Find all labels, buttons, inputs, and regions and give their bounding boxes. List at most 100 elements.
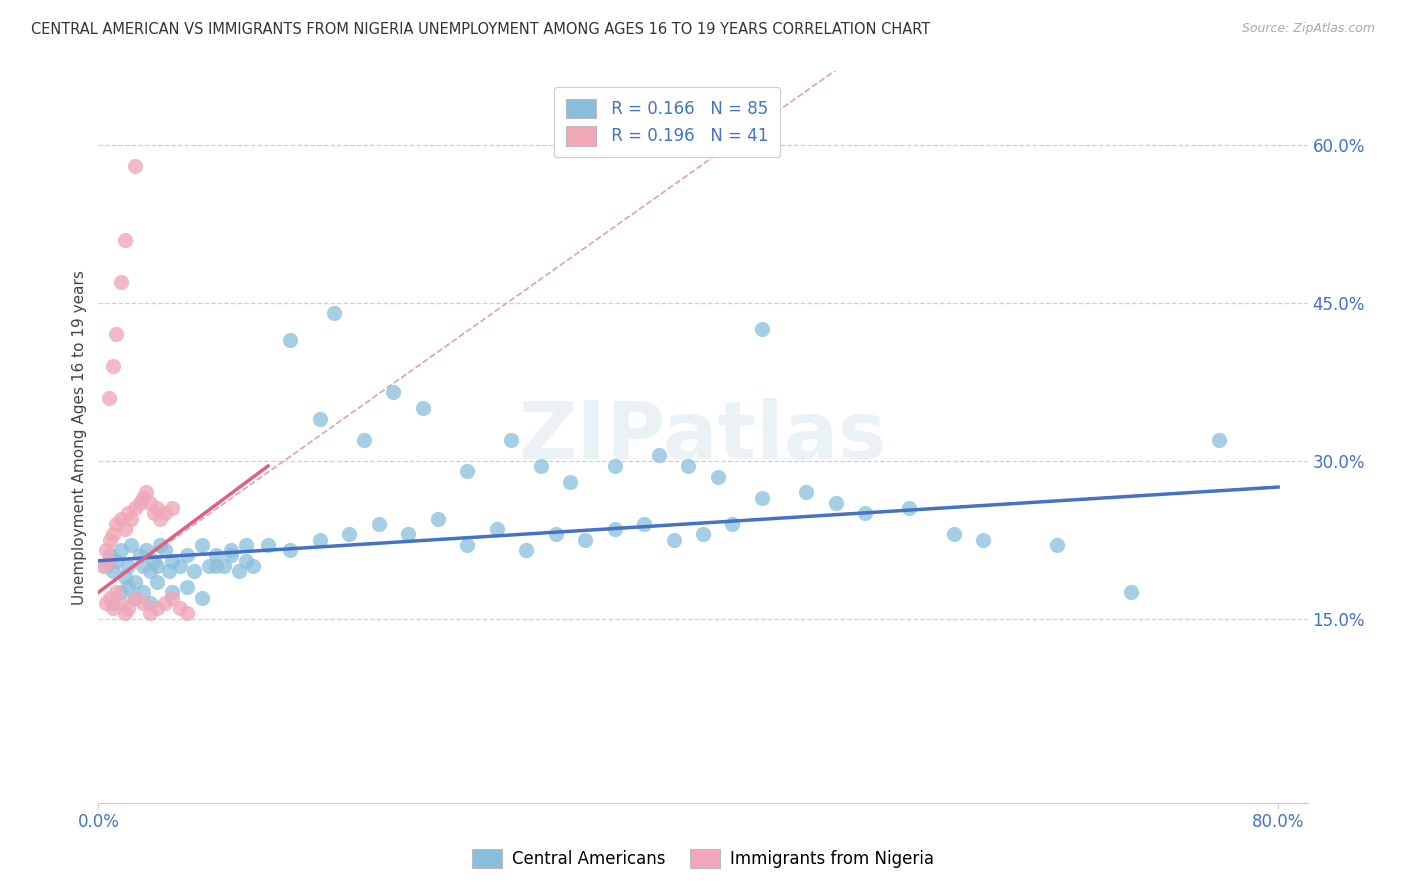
Point: [337, 527, 360, 541]
Point: [143, 554, 166, 568]
Point: [101, 596, 124, 610]
Point: [853, 507, 876, 521]
Point: [160, 501, 183, 516]
Point: [131, 585, 153, 599]
Point: [153, 507, 176, 521]
Point: [219, 543, 242, 558]
Point: [157, 564, 180, 578]
Point: [105, 554, 128, 568]
Point: [648, 449, 671, 463]
Point: [662, 533, 685, 547]
Point: [367, 516, 389, 531]
Point: [382, 385, 405, 400]
Point: [146, 601, 169, 615]
Text: ZIPatlas: ZIPatlas: [519, 398, 887, 476]
Point: [824, 496, 846, 510]
Point: [176, 607, 198, 621]
Point: [794, 485, 817, 500]
Point: [110, 543, 132, 558]
Point: [515, 543, 537, 558]
Point: [278, 543, 301, 558]
Point: [105, 585, 128, 599]
Point: [190, 591, 212, 605]
Point: [544, 527, 567, 541]
Point: [110, 511, 132, 525]
Point: [110, 275, 132, 289]
Point: [97, 391, 120, 405]
Point: [412, 401, 434, 416]
Point: [603, 458, 626, 473]
Point: [205, 559, 228, 574]
Point: [124, 159, 146, 173]
Point: [124, 501, 146, 516]
Point: [139, 607, 162, 621]
Point: [153, 543, 176, 558]
Point: [1119, 585, 1142, 599]
Point: [105, 516, 128, 531]
Point: [972, 533, 994, 547]
Point: [139, 564, 162, 578]
Legend: Central Americans, Immigrants from Nigeria: Central Americans, Immigrants from Niger…: [465, 842, 941, 875]
Point: [235, 554, 257, 568]
Point: [124, 574, 146, 589]
Point: [706, 469, 728, 483]
Point: [128, 549, 150, 563]
Point: [98, 549, 121, 563]
Point: [97, 554, 120, 568]
Point: [149, 538, 172, 552]
Point: [135, 543, 157, 558]
Point: [183, 564, 205, 578]
Point: [128, 496, 150, 510]
Point: [198, 559, 221, 574]
Point: [257, 538, 280, 552]
Point: [235, 538, 257, 552]
Point: [678, 458, 700, 473]
Point: [124, 591, 146, 605]
Point: [117, 601, 139, 615]
Point: [308, 533, 330, 547]
Point: [135, 485, 157, 500]
Point: [146, 574, 169, 589]
Point: [98, 533, 121, 547]
Point: [131, 596, 153, 610]
Point: [212, 559, 235, 574]
Point: [205, 549, 228, 563]
Point: [94, 543, 117, 558]
Y-axis label: Unemployment Among Ages 16 to 19 years: Unemployment Among Ages 16 to 19 years: [72, 269, 87, 605]
Point: [131, 491, 153, 505]
Point: [117, 580, 139, 594]
Point: [176, 580, 198, 594]
Point: [692, 527, 714, 541]
Point: [751, 322, 773, 336]
Point: [146, 501, 169, 516]
Point: [530, 458, 553, 473]
Point: [91, 559, 114, 574]
Point: [1046, 538, 1069, 552]
Point: [169, 601, 191, 615]
Point: [139, 596, 162, 610]
Point: [560, 475, 582, 489]
Point: [139, 496, 162, 510]
Point: [101, 527, 124, 541]
Point: [101, 601, 124, 615]
Point: [228, 564, 250, 578]
Point: [149, 511, 172, 525]
Point: [143, 507, 166, 521]
Point: [160, 591, 183, 605]
Point: [120, 538, 142, 552]
Point: [942, 527, 965, 541]
Point: [114, 569, 136, 583]
Point: [485, 522, 508, 536]
Point: [146, 559, 169, 574]
Point: [105, 327, 128, 342]
Point: [124, 591, 146, 605]
Point: [353, 433, 375, 447]
Point: [120, 511, 142, 525]
Point: [117, 507, 139, 521]
Point: [110, 585, 132, 599]
Point: [101, 564, 124, 578]
Point: [98, 591, 121, 605]
Point: [633, 516, 655, 531]
Point: [501, 433, 523, 447]
Point: [160, 585, 183, 599]
